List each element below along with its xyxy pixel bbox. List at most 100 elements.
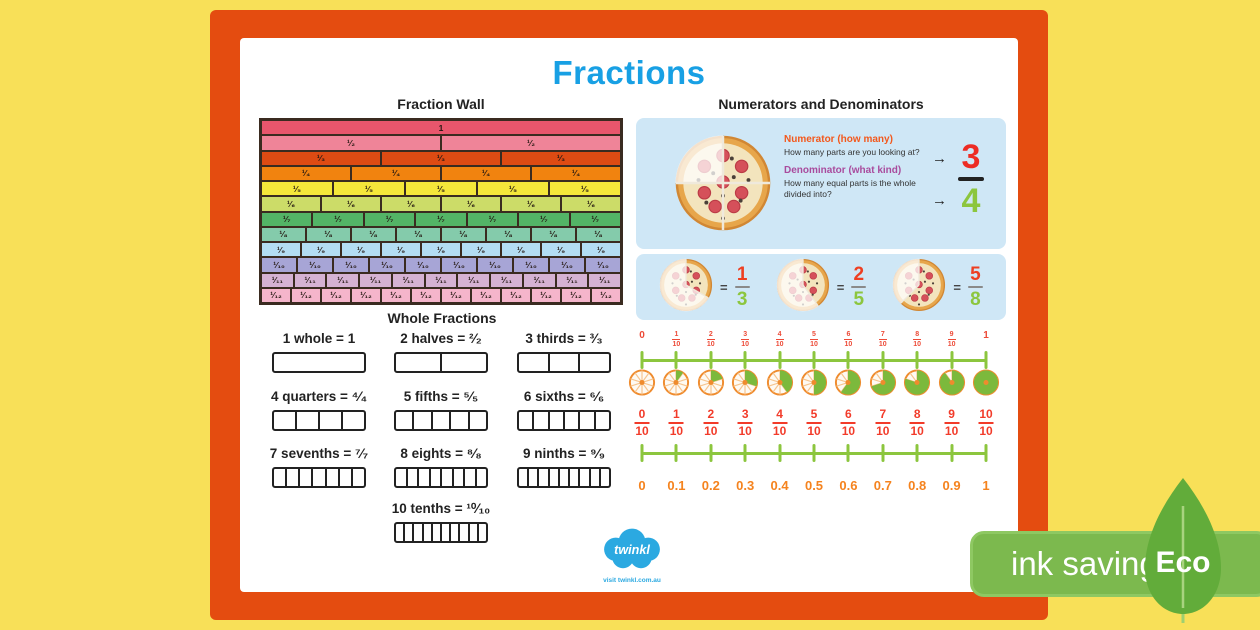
fraction-pie-image	[628, 368, 657, 401]
fraction-wall-cell: ¹⁄₉	[541, 242, 581, 258]
equals-sign: =	[953, 279, 961, 295]
fraction-wall-cell: ¹⁄₁₁	[490, 272, 523, 288]
whole-fraction-item: 6 sixths = ⁶⁄₆	[499, 389, 629, 431]
fraction-wall-row: ¹⁄₃ ¹⁄₃ ¹⁄₃	[261, 150, 621, 166]
whole-fractions-heading: Whole Fractions	[387, 310, 497, 326]
whole-fraction-label: 1 whole = 1	[282, 331, 356, 346]
fraction-wall-cell: ¹⁄₂	[441, 135, 621, 151]
fraction-bar	[878, 339, 887, 341]
fraction-bar-diagram	[272, 410, 366, 431]
fraction-wall-cell: ¹⁄₁₂	[261, 287, 291, 303]
numberline-tick	[846, 444, 850, 462]
fraction-bar	[958, 177, 984, 181]
twinkl-logo-text: twinkl	[614, 543, 650, 557]
pizza-fraction-numerator: 1	[736, 263, 748, 285]
decimal-label: 0.9	[942, 478, 961, 493]
fraction-wall-cell: ¹⁄₁₀	[585, 257, 621, 273]
fraction-wall-cell: ¹⁄₇	[518, 211, 570, 227]
fraction-wall-cell: ¹⁄₇	[569, 211, 621, 227]
pies-row	[628, 368, 1000, 401]
fraction-wall-cell: ¹⁄₇	[261, 211, 313, 227]
fraction-wall-cell: ¹⁄₉	[341, 242, 381, 258]
fraction-bar	[775, 339, 784, 341]
fraction-denominator: 10	[844, 341, 853, 349]
fraction-bar-diagram	[517, 352, 611, 373]
fraction-wall-cell: ¹⁄₁₂	[591, 287, 621, 303]
tenths-fraction-label: 8 10	[909, 408, 925, 437]
fraction-bar	[851, 285, 867, 289]
numberline-label: 1	[983, 330, 989, 341]
numberline-tick	[984, 351, 988, 369]
fraction-bar-cell	[477, 469, 487, 486]
numberline-label: 1 10	[672, 331, 681, 348]
fraction-denominator: 10	[841, 424, 856, 438]
fraction-numerator: 4	[777, 331, 782, 338]
fraction-wall-cell: ¹⁄₁₁	[457, 272, 491, 288]
fraction-denominator: 10	[979, 424, 993, 438]
fraction-numerator: 1	[673, 407, 680, 421]
whole-fraction-item: 1 whole = 1	[254, 331, 384, 373]
fraction-denominator: 10	[635, 424, 649, 438]
fraction-numerator: 0	[638, 407, 646, 421]
numberline-tick	[640, 444, 644, 462]
numberline-tick	[778, 351, 782, 369]
fraction-bar-cell	[451, 412, 470, 429]
fraction-wall-cell: ¹⁄₇	[466, 211, 519, 227]
fraction-wall-row: 1	[261, 120, 621, 136]
fraction-bar-cell	[300, 469, 314, 486]
fraction-numerator: 3	[741, 407, 749, 421]
fraction-wall-cell: ¹⁄₉	[261, 242, 301, 258]
fraction-wall-row: ¹⁄₆ ¹⁄₆ ¹⁄₆ ¹⁄₆ ¹⁄₆ ¹⁄₆	[261, 196, 621, 212]
fraction-denominator: 10	[947, 341, 956, 349]
whole-fraction-label: 6 sixths = ⁶⁄₆	[523, 389, 605, 404]
fraction-denominator: 10	[876, 424, 890, 438]
fraction-numerator: 2	[708, 331, 713, 338]
tenths-fraction-label: 3 10	[737, 407, 753, 437]
fraction-bar	[947, 339, 956, 341]
numberline-1	[640, 351, 988, 369]
numberline-label: 6 10	[844, 331, 853, 349]
fraction-wall-cell: ¹⁄₇	[363, 211, 416, 227]
fraction-wall-cell: ¹⁄₆	[381, 196, 441, 212]
denominator-title: Denominator (what kind)	[784, 165, 902, 177]
decimal-label: 0.5	[804, 478, 824, 493]
fraction-wall-cell: ¹⁄₁₂	[471, 287, 501, 303]
numberline-tick	[709, 351, 713, 369]
numberline-top-labels: 0 1 10 2 10 3 10 4 10 5 10 6 10 7 10 8 10 9 10 1	[639, 330, 989, 351]
whole-fraction-item: 5 fifths = ⁵⁄₅	[376, 389, 506, 431]
fraction-numerator: 4	[776, 407, 783, 421]
whole-fraction-label: 5 fifths = ⁵⁄₅	[403, 389, 479, 404]
tenths-fraction-label: 10 10	[978, 407, 994, 438]
tenths-labels: 0 10 1 10 2 10 3 10 4 10 5 10 6 10 7 10 8 10 9 10 10 10	[634, 407, 994, 438]
fraction-wall-cell: ¹⁄₇	[312, 211, 364, 227]
fraction-bar-cell	[414, 524, 424, 541]
decimal-label: 0.7	[873, 478, 892, 493]
fraction-bar-cell	[539, 469, 550, 486]
fraction-wall-cell: ¹⁄₁₀	[261, 257, 297, 273]
numberline-tick	[881, 444, 885, 462]
fraction-bar	[772, 421, 788, 424]
pizza-fraction-denominator: 5	[853, 289, 865, 311]
arrow-icon: →	[932, 150, 947, 167]
fraction-pie-image	[972, 368, 1001, 401]
fraction-bar	[734, 285, 750, 289]
fraction-bar	[844, 339, 853, 341]
numberline-tick	[812, 444, 816, 462]
fraction-pie-image	[868, 368, 897, 401]
fraction-numerator: 10	[979, 407, 993, 421]
fraction-bar-cell	[601, 469, 609, 486]
tenths-fraction-label: 9 10	[944, 408, 960, 437]
whole-fraction-item: 3 thirds = ³⁄₃	[499, 331, 629, 373]
pizza-three-quarters-image	[674, 134, 772, 232]
fraction-denominator: 10	[810, 341, 818, 349]
numberline-label: 9 10	[947, 331, 956, 349]
numberline-2	[640, 444, 988, 462]
fraction-bar	[806, 421, 822, 424]
fraction-bar-diagram	[394, 522, 488, 543]
fraction-bar-cell	[431, 469, 442, 486]
fraction-wall-row: ¹⁄₁₂ ¹⁄₁₂ ¹⁄₁₂ ¹⁄₁₂ ¹⁄₁₂ ¹⁄₁₂ ¹⁄₁₂ ¹⁄₁₂ ¹⁄₁₂ ¹⁄₁₂…	[261, 287, 621, 303]
fraction-bar	[909, 421, 925, 424]
fraction-bar-cell	[519, 469, 530, 486]
numberline-tick	[950, 444, 954, 462]
fraction-bar-cell	[340, 469, 353, 486]
